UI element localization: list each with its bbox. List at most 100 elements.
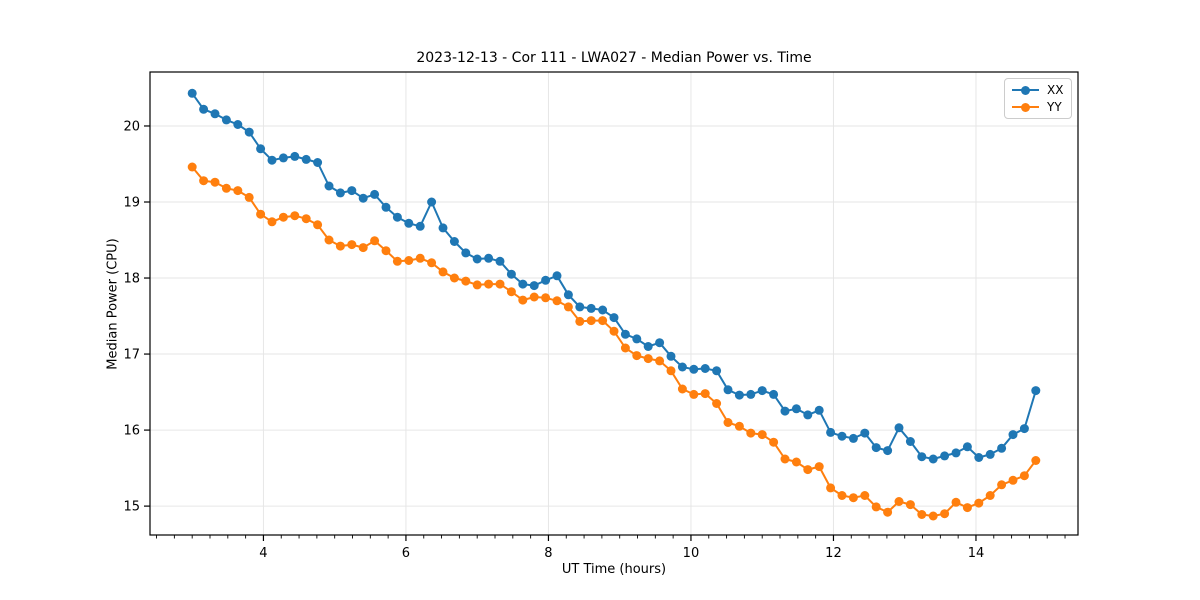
data-point	[1008, 430, 1018, 440]
legend-label-xx: XX	[1047, 83, 1064, 97]
data-point	[814, 462, 824, 472]
data-point	[997, 480, 1007, 490]
data-point	[962, 503, 972, 513]
data-point	[1019, 424, 1029, 434]
data-point	[347, 186, 357, 196]
data-point	[700, 389, 710, 399]
data-point	[461, 276, 471, 286]
series-xx	[187, 88, 1041, 464]
x-tick-label: 10	[683, 546, 700, 561]
data-point	[210, 109, 220, 119]
data-point	[529, 281, 539, 291]
data-point	[746, 428, 756, 438]
x-axis-ticks: 4 6 8 10 12 14	[156, 535, 1066, 561]
data-point	[278, 153, 288, 163]
data-point	[1031, 386, 1041, 396]
series-line-xx	[191, 92, 1037, 460]
data-point	[928, 454, 938, 464]
y-tick-label: 18	[123, 272, 140, 287]
data-point	[723, 418, 733, 427]
data-point	[917, 510, 927, 519]
data-point	[643, 342, 653, 351]
data-point	[712, 366, 722, 376]
data-point	[620, 343, 630, 353]
legend-line-marker-yy	[1012, 102, 1039, 112]
data-point	[438, 267, 448, 277]
x-tick-label: 14	[968, 546, 985, 561]
data-point	[848, 493, 858, 503]
data-point	[632, 334, 642, 344]
data-point	[267, 217, 277, 227]
data-point	[427, 258, 437, 268]
data-point	[666, 366, 676, 376]
data-point	[734, 421, 744, 431]
data-point	[575, 302, 585, 312]
data-point	[199, 176, 209, 186]
series-line-yy	[191, 166, 1037, 517]
data-point	[370, 236, 380, 246]
data-point	[586, 303, 596, 313]
data-point	[940, 451, 950, 461]
data-point	[780, 406, 790, 416]
data-point	[609, 326, 619, 336]
data-point	[506, 269, 516, 279]
data-point	[484, 253, 494, 263]
data-point	[666, 351, 676, 361]
data-point	[187, 88, 197, 98]
data-point	[757, 430, 767, 440]
data-point	[928, 511, 938, 521]
data-point	[449, 237, 459, 246]
data-point	[940, 509, 950, 519]
data-point	[871, 502, 881, 512]
data-point	[313, 220, 323, 230]
data-point	[256, 209, 266, 219]
data-point	[677, 362, 687, 372]
data-point	[677, 384, 687, 394]
data-point	[1031, 456, 1041, 465]
data-point	[598, 305, 608, 315]
data-point	[951, 497, 961, 507]
data-point	[894, 423, 904, 433]
data-point	[541, 293, 551, 303]
data-point	[381, 246, 391, 256]
data-point	[472, 254, 482, 264]
data-point	[974, 453, 984, 462]
data-point	[803, 465, 813, 475]
data-point	[826, 427, 836, 437]
data-point	[769, 437, 779, 447]
data-point	[506, 287, 516, 297]
data-point	[438, 223, 448, 233]
data-point	[301, 154, 311, 164]
data-point	[415, 221, 425, 231]
y-tick-label: 15	[123, 500, 140, 515]
data-point	[632, 351, 642, 361]
data-point	[791, 457, 801, 467]
data-point	[358, 193, 368, 203]
data-point	[370, 189, 380, 199]
data-point	[962, 442, 972, 452]
data-point	[563, 290, 573, 300]
x-tick-label: 4	[259, 546, 267, 561]
y-tick-label: 19	[123, 196, 140, 211]
data-point	[917, 452, 927, 462]
y-tick-label: 17	[123, 348, 140, 363]
series-yy	[187, 162, 1041, 521]
data-point	[689, 389, 699, 399]
data-point	[495, 279, 505, 289]
data-point	[997, 443, 1007, 453]
data-point	[233, 186, 243, 196]
axes-spines	[149, 71, 1079, 536]
data-point	[1008, 475, 1018, 485]
legend: XX YY	[1004, 78, 1072, 119]
data-point	[518, 279, 528, 289]
data-point	[746, 389, 756, 399]
data-point	[290, 211, 300, 221]
y-axis-label: Median Power (CPU)	[105, 238, 121, 370]
legend-item-xx: XX	[1012, 84, 1063, 96]
data-point	[894, 497, 904, 506]
data-point	[187, 162, 197, 172]
data-point	[791, 404, 801, 414]
data-point	[700, 364, 710, 373]
